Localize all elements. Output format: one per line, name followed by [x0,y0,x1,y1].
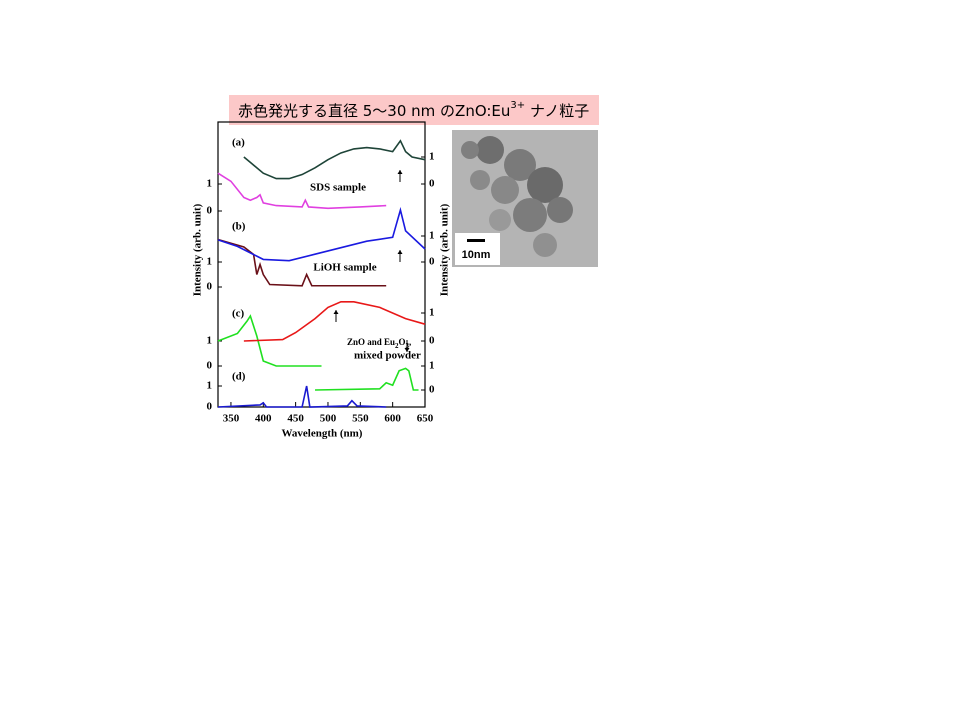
annotation-part: 2 [395,342,399,350]
title-sup: 3+ [510,100,525,111]
y2-tick-label: 0 [429,178,435,190]
title-banner [229,95,599,125]
spectra-figure: 350 400 450 500 550 600 650 Wavelength (nm) Inte… [192,121,451,440]
panel-label: (b) [232,221,246,233]
y2-tick-label: 1 [429,230,435,242]
arrow-head [397,250,403,254]
arrow-head [397,170,403,174]
y2-tick-label: 1 [429,307,435,319]
arrow-head [333,310,339,314]
y2-tick-label: 0 [429,384,435,396]
scale-bar-label: 10nm [462,249,491,261]
y-tick-label: 0 [207,360,213,372]
y-tick-label: 0 [207,281,213,293]
x-tick-label: 350 [223,413,240,425]
tem-image: 10nm [452,130,598,267]
x-tick-label: 550 [352,413,369,425]
x-tick-label: 500 [320,413,337,425]
spectrum-line [217,238,387,287]
annotation: mixed powder [354,350,421,362]
y-tick-label: 1 [207,256,213,268]
y2-tick-label: 1 [429,360,435,372]
y2-axis-title: Intensity (arb. unit) [439,203,451,296]
y-tick-label: 0 [207,401,213,413]
y2-tick-label: 1 [429,151,435,163]
spectrum-line [217,206,426,262]
annotation: SDS sample [310,182,366,194]
annotation-part: 3 [406,342,410,350]
panel-label: (d) [232,371,246,383]
annotation: ZnO and Eu2O3, [347,337,411,350]
arrow-head [404,348,410,352]
x-tick-label: 450 [287,413,304,425]
panel-label: (c) [232,308,245,320]
spectrum-line [217,172,387,210]
spectrum-line [217,314,322,367]
x-tick-label: 650 [417,413,434,425]
annotation-part: ZnO and Eu [347,337,395,347]
panel-label: (a) [232,137,245,149]
y-tick-label: 1 [207,178,213,190]
slide-title: 赤色発光する直径 5～30 nm のZnO:Eu3+ ナノ粒子 [238,100,589,120]
spectrum-line [217,385,387,408]
x-tick-label: 600 [384,413,401,425]
x-tick-label: 400 [255,413,272,425]
spectrum-line [315,367,419,391]
y-tick-label: 1 [207,335,213,347]
spectrum-line [243,139,426,180]
y-tick-label: 0 [207,205,213,217]
annotation-part: , [409,337,411,347]
title-tail: ナノ粒子 [525,102,589,120]
y-axis-title: Intensity (arb. unit) [192,203,204,296]
y-tick-label: 1 [207,380,213,392]
x-axis-title: Wavelength (nm) [282,428,363,440]
y2-tick-label: 0 [429,335,435,347]
y2-tick-label: 0 [429,256,435,268]
annotation: LiOH sample [313,262,376,274]
annotation-part: O [399,337,406,347]
spectrum-line [243,301,426,342]
title-main: 赤色発光する直径 5～30 nm のZnO:Eu [238,102,510,120]
